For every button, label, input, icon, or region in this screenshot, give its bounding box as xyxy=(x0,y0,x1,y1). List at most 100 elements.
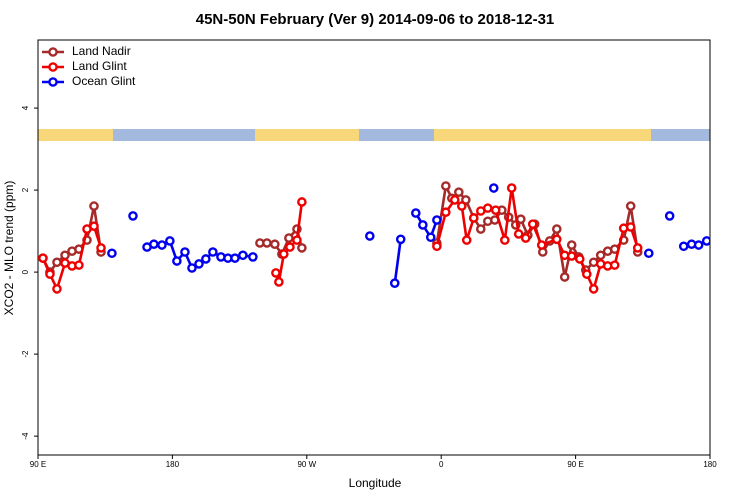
ocean-band xyxy=(651,129,710,141)
data-point xyxy=(279,249,289,259)
x-tick-label: 180 xyxy=(166,460,180,469)
data-point xyxy=(582,269,592,279)
data-point xyxy=(441,207,451,218)
y-tick-label: 4 xyxy=(21,105,30,110)
data-point xyxy=(180,247,190,257)
chart-title: 45N-50N February (Ver 9) 2014-09-06 to 2… xyxy=(196,11,555,28)
data-point xyxy=(515,214,526,225)
data-point xyxy=(551,234,562,245)
data-point xyxy=(574,254,585,264)
data-point xyxy=(285,242,295,252)
data-point xyxy=(52,257,62,268)
data-point xyxy=(149,239,159,250)
data-point xyxy=(468,213,479,223)
data-point xyxy=(187,263,197,273)
y-tick-label: 0 xyxy=(21,269,30,274)
data-point xyxy=(506,183,517,193)
data-point xyxy=(89,221,99,231)
data-point xyxy=(449,195,460,205)
ocean-band xyxy=(359,129,434,141)
data-point xyxy=(454,187,464,197)
y-tick-label: -4 xyxy=(21,432,30,440)
land-mask-strip xyxy=(38,129,710,141)
data-point xyxy=(527,219,538,229)
data-point xyxy=(107,248,117,259)
data-point xyxy=(389,278,400,288)
x-tick-label: 180 xyxy=(703,460,717,469)
data-point xyxy=(588,284,599,294)
land-band xyxy=(255,129,359,141)
data-point xyxy=(457,201,467,211)
plot-frame xyxy=(37,39,711,456)
data-point xyxy=(52,284,62,294)
data-point xyxy=(248,252,258,262)
data-point xyxy=(262,238,272,248)
land-band xyxy=(434,129,651,141)
data-point xyxy=(664,211,675,221)
ocean-band xyxy=(113,129,255,141)
data-point xyxy=(270,239,280,250)
series-line xyxy=(41,181,639,278)
data-point xyxy=(128,211,138,221)
legend-marker xyxy=(48,47,58,57)
data-point xyxy=(194,259,204,269)
x-tick-label: 90 E xyxy=(30,460,46,469)
data-point xyxy=(609,260,620,270)
data-point xyxy=(643,248,654,259)
data-point xyxy=(96,243,106,253)
data-point xyxy=(284,233,294,243)
data-point xyxy=(271,268,281,278)
data-point xyxy=(566,251,577,261)
legend-marker xyxy=(48,77,58,87)
plot-area xyxy=(38,181,710,294)
land-band xyxy=(38,129,113,141)
data-point xyxy=(632,243,643,253)
data-point xyxy=(513,229,524,239)
data-point xyxy=(418,220,428,230)
legend-marker xyxy=(48,62,58,72)
data-point xyxy=(208,247,218,257)
data-point xyxy=(432,215,442,225)
data-point xyxy=(45,269,55,279)
data-point xyxy=(475,224,486,234)
data-point xyxy=(559,272,570,282)
data-point xyxy=(238,250,248,261)
data-point xyxy=(274,277,284,287)
y-tick-label: 2 xyxy=(21,187,30,192)
legend-label: Land Nadir xyxy=(72,44,131,58)
data-point xyxy=(365,231,375,241)
data-point xyxy=(165,236,175,246)
data-point xyxy=(482,203,493,213)
y-axis-label: XCO2 - MLO trend (ppm) xyxy=(2,181,16,316)
data-point xyxy=(625,201,636,211)
data-point xyxy=(172,256,182,266)
x-axis-label: Longitude xyxy=(349,476,402,490)
data-point xyxy=(411,208,421,218)
data-point xyxy=(701,236,710,246)
data-point xyxy=(201,254,211,264)
data-point xyxy=(157,240,167,250)
data-point xyxy=(551,224,562,234)
data-point xyxy=(395,234,406,245)
data-point xyxy=(595,250,606,261)
data-point xyxy=(292,235,302,245)
data-point xyxy=(500,235,510,245)
data-point xyxy=(490,205,501,215)
data-point xyxy=(488,183,499,193)
data-point xyxy=(536,240,547,250)
y-tick-label: -2 xyxy=(21,350,30,358)
data-point xyxy=(38,253,48,263)
data-point xyxy=(297,243,307,253)
legend-label: Ocean Glint xyxy=(72,74,136,88)
data-point xyxy=(432,241,442,252)
data-point xyxy=(441,181,451,191)
data-point xyxy=(693,240,704,250)
legend-label: Land Glint xyxy=(72,59,127,73)
x-tick-label: 90 W xyxy=(297,460,316,469)
data-point xyxy=(230,253,240,263)
data-point xyxy=(89,201,99,211)
data-point xyxy=(678,241,689,252)
x-tick-label: 0 xyxy=(439,460,444,469)
